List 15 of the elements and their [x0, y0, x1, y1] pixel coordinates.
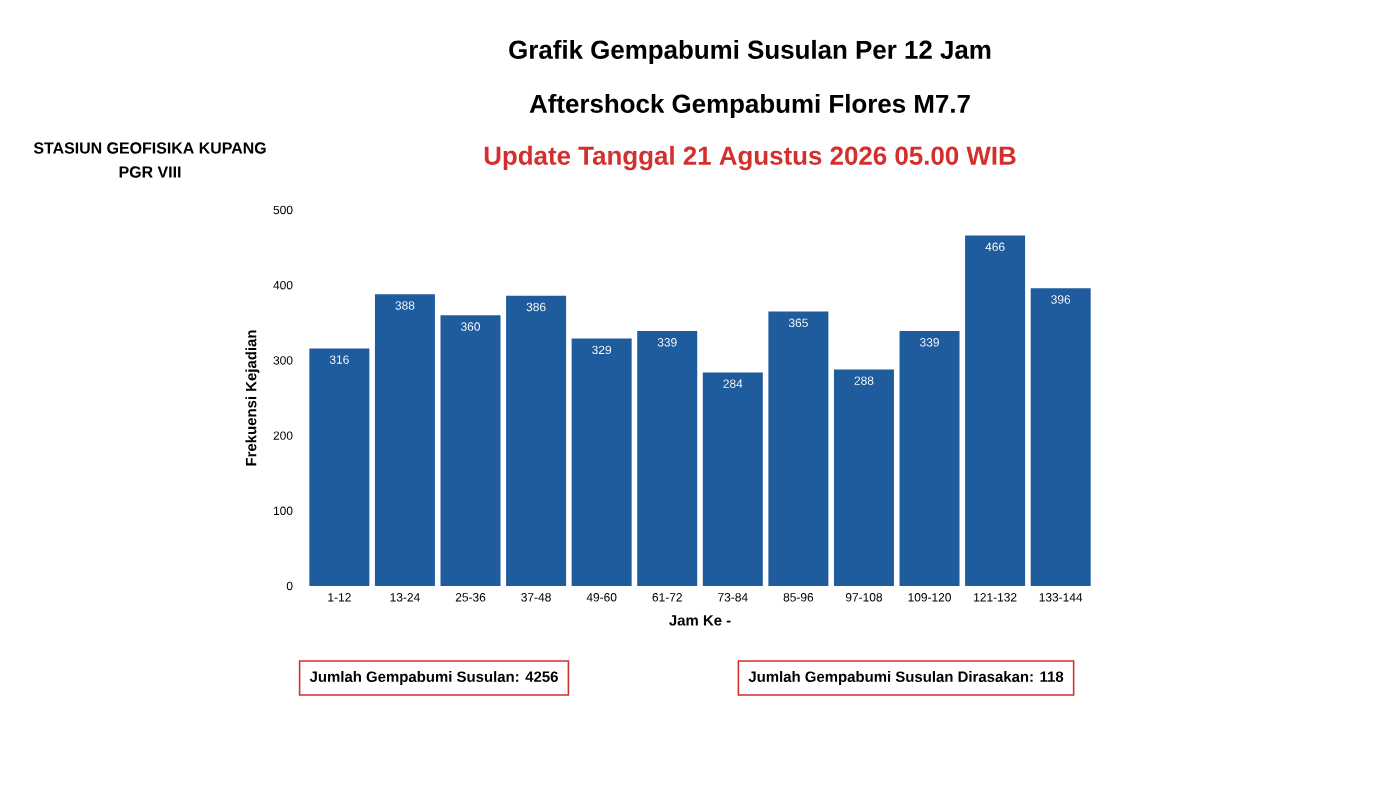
- bar: [571, 338, 632, 586]
- bar: [374, 294, 435, 586]
- chart-subtitle: Aftershock Gempabumi Flores M7.7: [529, 93, 970, 119]
- bar: [768, 311, 829, 586]
- bar: [1030, 288, 1091, 586]
- bar: [965, 235, 1026, 586]
- bar: [309, 348, 370, 586]
- bar: [637, 331, 698, 586]
- text: Update Tanggal 21 Agustus 2026 05.00 WIB: [484, 145, 1016, 171]
- bar: [702, 372, 763, 586]
- bar: [833, 369, 894, 586]
- chart-title: Grafik Gempabumi Susulan Per 12 Jam: [509, 39, 991, 65]
- bar: [899, 331, 960, 586]
- bar: [440, 315, 501, 586]
- bar: [506, 295, 567, 586]
